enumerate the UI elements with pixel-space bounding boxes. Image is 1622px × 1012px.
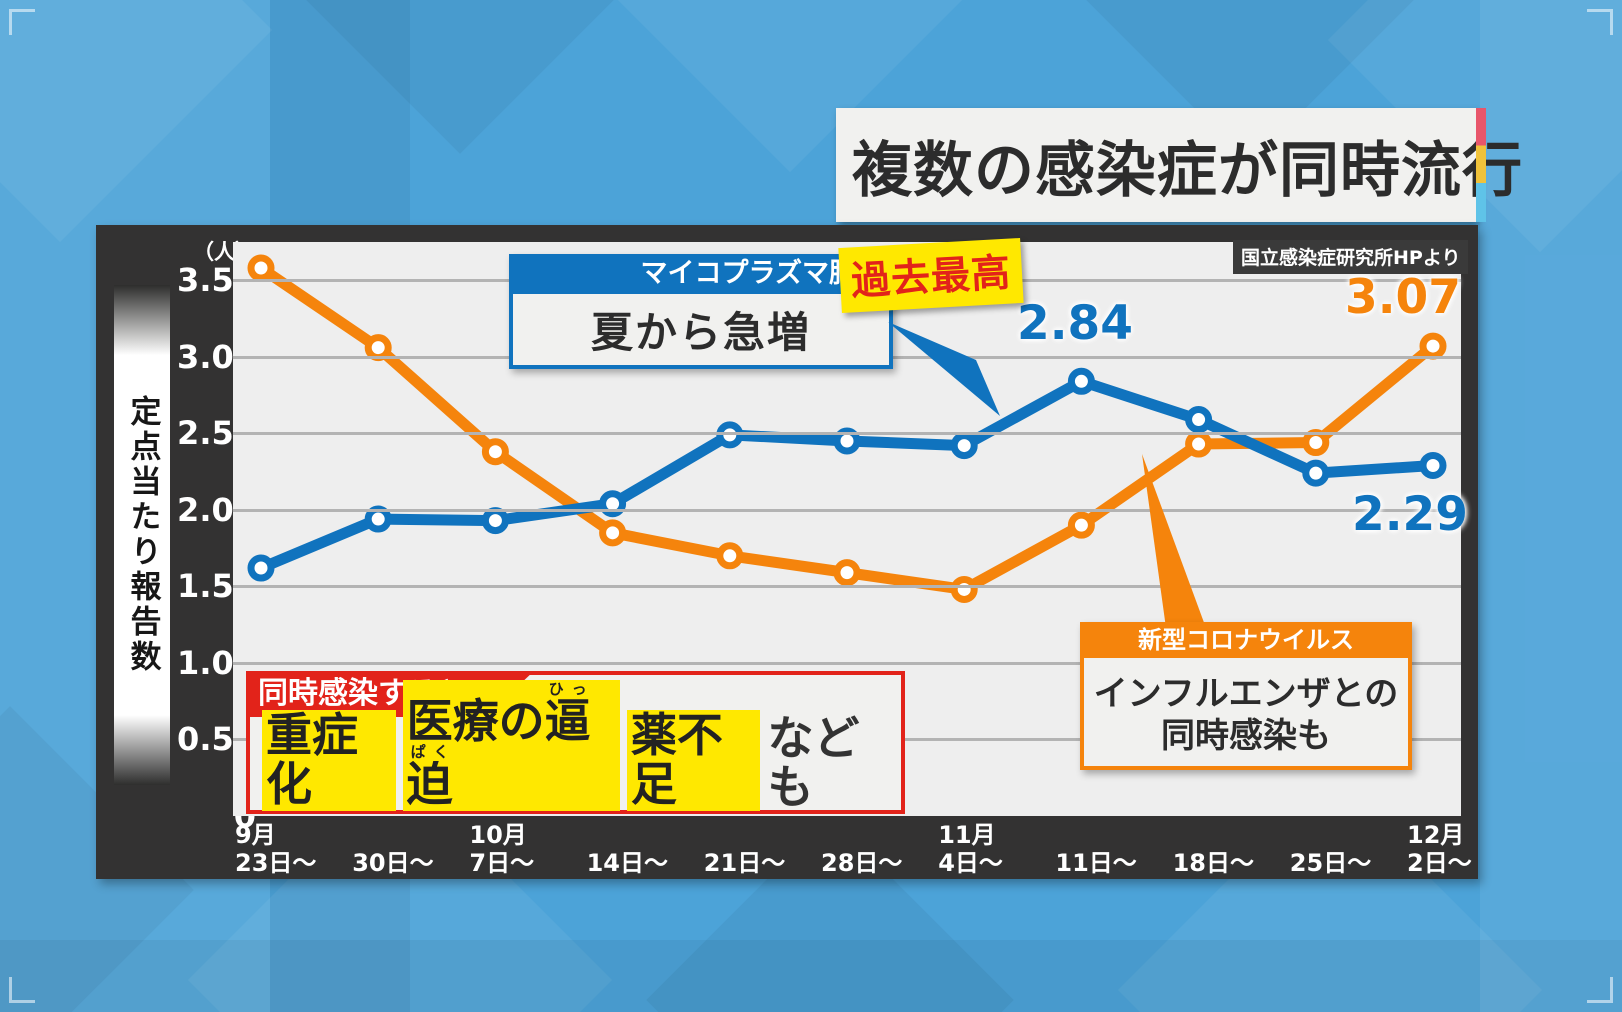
x-axis-ticks: 9月 23日～ 30日～ 10月 7日～ 14日～ 21日～ 28日～ 11月 4日～ 1… xyxy=(233,821,1472,879)
data-point xyxy=(599,490,627,518)
x-tick-label: 25日～ xyxy=(1290,821,1371,878)
data-point xyxy=(950,432,978,460)
x-tick-label: 28日～ xyxy=(821,821,902,878)
x-tick-month xyxy=(704,821,785,849)
callout-corona-line1: インフルエンザとの xyxy=(1093,673,1399,714)
x-tick-day: 28日～ xyxy=(821,849,903,878)
keyword-medical-strain-ruby2: ぱく xyxy=(406,742,453,761)
value-label-orange-last: 3.07 xyxy=(1345,270,1461,325)
x-tick-label: 11月 4日～ xyxy=(938,821,1003,878)
x-tick-month: 9月 xyxy=(235,821,276,849)
data-point xyxy=(1185,406,1213,434)
y-axis-title-text: 定点当たり報告数 xyxy=(124,395,161,675)
frame-corner-bottom-left xyxy=(9,977,35,1003)
x-tick-day: 25日～ xyxy=(1289,849,1372,878)
callout-coinfection-body: 重症化 医療の逼ひっ迫ぱく 薬不足 なども xyxy=(262,679,893,811)
gridline xyxy=(233,585,1461,589)
x-tick-label: 14日～ xyxy=(587,821,668,878)
callout-corona: 新型コロナウイルス インフルエンザとの 同時感染も xyxy=(1080,622,1412,770)
data-point xyxy=(833,559,861,587)
data-point xyxy=(950,575,978,603)
x-tick-month: 11月 xyxy=(938,821,996,849)
data-point xyxy=(481,507,509,535)
data-point xyxy=(1067,367,1095,395)
keyword-tail: なども xyxy=(767,711,860,814)
data-point xyxy=(599,519,627,547)
headline-banner: 複数の感染症が同時流行 xyxy=(836,108,1522,222)
x-tick-day: 30日～ xyxy=(352,849,434,878)
x-tick-day: 7日～ xyxy=(469,849,535,878)
data-point xyxy=(247,554,275,582)
data-point xyxy=(716,542,744,570)
x-tick-month xyxy=(352,821,433,849)
data-point xyxy=(1419,332,1447,360)
callout-corona-body: インフルエンザとの 同時感染も xyxy=(1084,660,1408,770)
x-tick-label: 9月 23日～ xyxy=(235,821,316,878)
callout-corona-pointer xyxy=(1142,454,1206,628)
x-tick-month xyxy=(587,821,668,849)
keyword-medical-strain-kanji1: 逼 xyxy=(544,693,591,748)
data-point xyxy=(833,427,861,455)
headline-text: 複数の感染症が同時流行 xyxy=(852,135,1523,206)
callout-mycoplasma-body: 夏から急増 xyxy=(590,308,811,357)
keyword-drug-shortage: 薬不足 xyxy=(626,710,761,811)
x-tick-month: 10月 xyxy=(469,821,527,849)
gridline xyxy=(233,661,1461,665)
value-label-blue-peak: 2.84 xyxy=(1017,296,1133,351)
series-lines xyxy=(247,254,1447,603)
x-tick-month xyxy=(1290,821,1371,849)
gridline xyxy=(233,432,1461,436)
callout-corona-line2: 同時感染も xyxy=(1161,716,1331,756)
keyword-medical-strain-base: 医療の xyxy=(406,693,545,748)
y-axis-title: 定点当たり報告数 xyxy=(114,285,170,785)
x-tick-label: 30日～ xyxy=(352,821,433,878)
value-label-blue-last: 2.29 xyxy=(1352,487,1468,542)
data-point xyxy=(1067,511,1095,539)
x-tick-day: 11日～ xyxy=(1055,849,1137,878)
data-point xyxy=(1302,459,1330,487)
data-point xyxy=(481,438,509,466)
x-tick-label: 11日～ xyxy=(1055,821,1136,878)
keyword-medical-strain-kanji2: 迫 xyxy=(406,756,453,811)
callout-coinfection: 同時感染すると 重症化 医療の逼ひっ迫ぱく 薬不足 なども xyxy=(246,671,905,814)
keyword-medical-strain-ruby1: ひっ xyxy=(544,679,591,698)
x-tick-label: 10月 7日～ xyxy=(469,821,534,878)
frame-corner-bottom-right xyxy=(1587,977,1613,1003)
x-tick-label: 12月 2日～ xyxy=(1407,821,1472,878)
x-tick-day: 21日～ xyxy=(703,849,786,878)
y-axis-ticks: （人） 0 0.50 1.00 1.50 2.00 2.50 3.00 3.50 xyxy=(170,225,262,879)
callout-mycoplasma-pointer xyxy=(888,322,1000,416)
x-tick-month xyxy=(821,821,902,849)
x-tick-month xyxy=(1173,821,1254,849)
keyword-medical-strain: 医療の逼ひっ迫ぱく xyxy=(402,679,620,811)
badge-record-high: 過去最高 xyxy=(838,237,1024,314)
callout-corona-header: 新型コロナウイルス xyxy=(1080,622,1412,658)
data-point xyxy=(1302,429,1330,457)
x-tick-month: 12月 xyxy=(1407,821,1465,849)
x-tick-day: 23日～ xyxy=(235,849,317,878)
x-tick-day: 14日～ xyxy=(586,849,668,878)
x-tick-day: 4日～ xyxy=(938,849,1003,878)
source-attribution: 国立感染症研究所HPより xyxy=(1233,240,1469,274)
data-point xyxy=(247,254,275,282)
headline-color-edge xyxy=(1476,108,1486,222)
data-point xyxy=(364,334,392,362)
callout-mycoplasma-header: マイコプラズマ肺炎 xyxy=(509,254,893,294)
data-point xyxy=(1419,451,1447,479)
x-tick-month xyxy=(1055,821,1136,849)
x-tick-label: 18日～ xyxy=(1173,821,1254,878)
callout-mycoplasma: マイコプラズマ肺炎 夏から急増 xyxy=(509,254,893,369)
frame-corner-top-right xyxy=(1587,9,1613,35)
x-tick-label: 21日～ xyxy=(704,821,785,878)
frame-corner-top-left xyxy=(9,9,35,35)
x-tick-day: 18日～ xyxy=(1172,849,1254,878)
gridline xyxy=(233,508,1461,512)
x-tick-day: 2日～ xyxy=(1407,849,1472,878)
data-point xyxy=(364,505,392,533)
keyword-severe: 重症化 xyxy=(262,710,396,811)
